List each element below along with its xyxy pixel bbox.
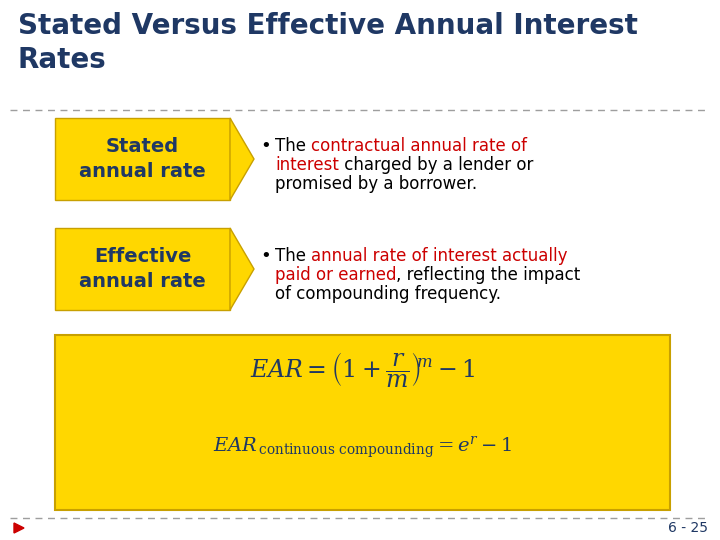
Polygon shape xyxy=(230,228,254,310)
Polygon shape xyxy=(230,118,254,200)
Text: charged by a lender or: charged by a lender or xyxy=(339,156,534,174)
Text: $\mathit{EAR}_{\,\mathrm{continuous\ compounding}} = e^{r} - 1$: $\mathit{EAR}_{\,\mathrm{continuous\ com… xyxy=(213,435,512,461)
FancyBboxPatch shape xyxy=(55,228,230,310)
Text: , reflecting the impact: , reflecting the impact xyxy=(397,266,581,284)
Text: Stated
annual rate: Stated annual rate xyxy=(79,137,206,181)
Text: 6 - 25: 6 - 25 xyxy=(668,521,708,535)
FancyBboxPatch shape xyxy=(55,335,670,510)
Text: •: • xyxy=(260,137,271,155)
Text: interest: interest xyxy=(275,156,339,174)
Text: •: • xyxy=(260,247,271,265)
Text: $\mathit{EAR} = \left(1+\dfrac{r}{m}\right)^{\!\!m} - 1$: $\mathit{EAR} = \left(1+\dfrac{r}{m}\rig… xyxy=(250,350,475,389)
Text: Stated Versus Effective Annual Interest
Rates: Stated Versus Effective Annual Interest … xyxy=(18,12,638,73)
Text: annual rate of interest actually: annual rate of interest actually xyxy=(311,247,568,265)
Text: The: The xyxy=(275,247,311,265)
Text: Effective
annual rate: Effective annual rate xyxy=(79,247,206,291)
Text: paid or earned: paid or earned xyxy=(275,266,397,284)
Text: The: The xyxy=(275,137,311,155)
FancyBboxPatch shape xyxy=(55,118,230,200)
Polygon shape xyxy=(14,523,24,533)
Text: promised by a borrower.: promised by a borrower. xyxy=(275,175,477,193)
Text: contractual annual rate of: contractual annual rate of xyxy=(311,137,527,155)
Text: of compounding frequency.: of compounding frequency. xyxy=(275,285,501,303)
